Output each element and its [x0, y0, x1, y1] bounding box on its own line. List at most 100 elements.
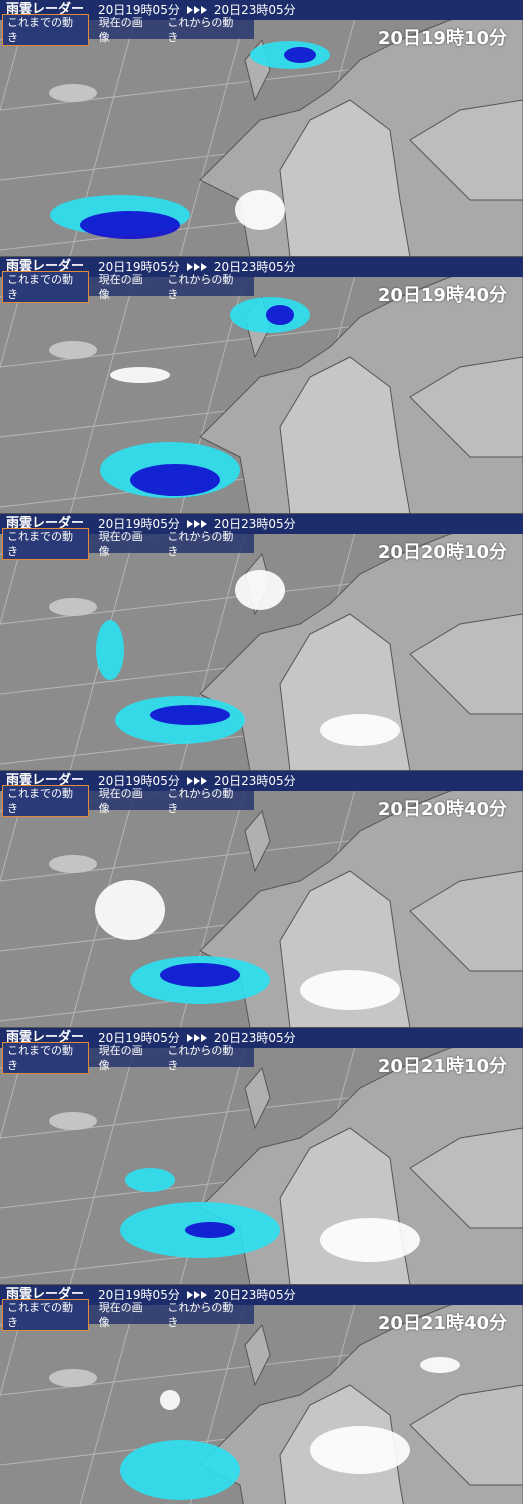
land — [244, 809, 271, 873]
arrow-icon — [186, 263, 207, 271]
radar-panel: 雨雲レーダー 20日19時05分 20日23時05分 これまでの動き 現在の画像 これから… — [0, 1285, 523, 1504]
tab[interactable]: これからの動き — [167, 786, 234, 815]
timestamp: 20日20時10分 — [377, 542, 507, 563]
tab[interactable]: 現在の画像 — [98, 1300, 143, 1329]
arrow — [193, 777, 200, 785]
end-time: 20日23時05分 — [213, 774, 296, 788]
tab[interactable]: 現在の画像 — [98, 1043, 143, 1072]
header-bar: 雨雲レーダー 20日19時05分 20日23時05分 — [0, 257, 523, 277]
tab[interactable]: これまでの動き — [2, 270, 89, 303]
rain-area — [266, 305, 294, 325]
tab[interactable]: これまでの動き — [2, 527, 89, 560]
tab-bar: これまでの動き 現在の画像 これからの動き — [2, 527, 254, 560]
tab[interactable]: これからの動き — [167, 1300, 234, 1329]
land — [409, 870, 523, 972]
tab[interactable]: これからの動き — [167, 272, 234, 301]
tab-bar: これまでの動き 現在の画像 これからの動き — [2, 270, 254, 303]
timestamp: 20日20時40分 — [377, 799, 507, 820]
arrow — [186, 1291, 193, 1299]
arrow-icon — [186, 6, 207, 14]
end-time: 20日23時05分 — [213, 260, 296, 274]
tab[interactable]: これまでの動き — [2, 1041, 89, 1074]
tab[interactable]: これまでの動き — [2, 13, 89, 46]
land — [279, 356, 411, 513]
land — [244, 1066, 271, 1130]
rain-area — [310, 1426, 410, 1474]
rain-area — [235, 190, 285, 230]
arrow-icon — [186, 777, 207, 785]
start-time: 20日19時05分 — [98, 1031, 180, 1045]
tab[interactable]: 現在の画像 — [98, 272, 143, 301]
arrow — [193, 6, 200, 14]
land — [409, 1127, 523, 1229]
rain-area — [95, 880, 165, 940]
land — [409, 613, 523, 715]
header-bar: 雨雲レーダー 20日19時05分 20日23時05分 — [0, 1028, 523, 1048]
arrow-icon — [186, 520, 207, 528]
land — [244, 1323, 271, 1387]
rain-area — [235, 570, 285, 610]
start-time: 20日19時05分 — [98, 1288, 180, 1302]
end-time: 20日23時05分 — [213, 517, 296, 531]
timestamp: 20日21時10分 — [377, 1056, 507, 1077]
arrow — [200, 777, 207, 785]
tab[interactable]: 現在の画像 — [98, 529, 143, 558]
radar-panel: 雨雲レーダー 20日19時05分 20日23時05分 これまでの動き 現在の画像 これから… — [0, 771, 523, 1028]
header-bar: 雨雲レーダー 20日19時05分 20日23時05分 — [0, 514, 523, 534]
rain-area — [125, 1168, 175, 1192]
tab[interactable]: 現在の画像 — [98, 15, 143, 44]
map — [0, 0, 523, 256]
rain-area — [320, 1218, 420, 1262]
rain-area — [320, 714, 400, 746]
radar-panel: 雨雲レーダー 20日19時05分 20日23時05分 これまでの動き 現在の画像 これから… — [0, 257, 523, 514]
tab[interactable]: これからの動き — [167, 15, 234, 44]
start-time: 20日19時05分 — [98, 3, 180, 17]
rain-area — [120, 1440, 240, 1500]
tab[interactable]: これからの動き — [167, 529, 234, 558]
tab[interactable]: これからの動き — [167, 1043, 234, 1072]
arrow — [200, 1291, 207, 1299]
arrow — [193, 520, 200, 528]
island — [49, 341, 97, 359]
grid-line — [69, 1028, 141, 1284]
arrow — [200, 263, 207, 271]
arrow — [200, 520, 207, 528]
title: 雨雲レーダー — [6, 516, 85, 531]
arrow — [186, 520, 193, 528]
arrow — [186, 6, 193, 14]
rain-area — [80, 211, 180, 239]
title: 雨雲レーダー — [6, 2, 85, 17]
tab-bar: これまでの動き 現在の画像 これからの動き — [2, 1298, 254, 1331]
arrow — [193, 1291, 200, 1299]
rain-area — [284, 47, 316, 63]
rain-area — [160, 1390, 180, 1410]
island — [49, 1112, 97, 1130]
rain-area — [185, 1222, 235, 1238]
timestamp: 20日21時40分 — [377, 1313, 507, 1334]
rain-area — [300, 970, 400, 1010]
start-time: 20日19時05分 — [98, 774, 180, 788]
land — [409, 99, 523, 201]
title: 雨雲レーダー — [6, 1287, 85, 1302]
tab[interactable]: これまでの動き — [2, 784, 89, 817]
rain-area — [110, 367, 170, 383]
radar-panel: 雨雲レーダー 20日19時05分 20日23時05分 これまでの動き 現在の画像 これから… — [0, 514, 523, 771]
start-time: 20日19時05分 — [98, 517, 180, 531]
land — [279, 99, 411, 256]
arrow — [200, 1034, 207, 1042]
end-time: 20日23時05分 — [213, 3, 296, 17]
rain-area — [420, 1357, 460, 1373]
header-bar: 雨雲レーダー 20日19時05分 20日23時05分 — [0, 1285, 523, 1305]
land — [409, 356, 523, 458]
arrow — [186, 263, 193, 271]
tab[interactable]: 現在の画像 — [98, 786, 143, 815]
island — [49, 1369, 97, 1387]
timestamp: 20日19時10分 — [377, 28, 507, 49]
header-bar: 雨雲レーダー 20日19時05分 20日23時05分 — [0, 771, 523, 791]
title: 雨雲レーダー — [6, 1030, 85, 1045]
grid-line — [69, 257, 141, 513]
map — [0, 514, 523, 770]
tab[interactable]: これまでの動き — [2, 1298, 89, 1331]
title: 雨雲レーダー — [6, 259, 85, 274]
